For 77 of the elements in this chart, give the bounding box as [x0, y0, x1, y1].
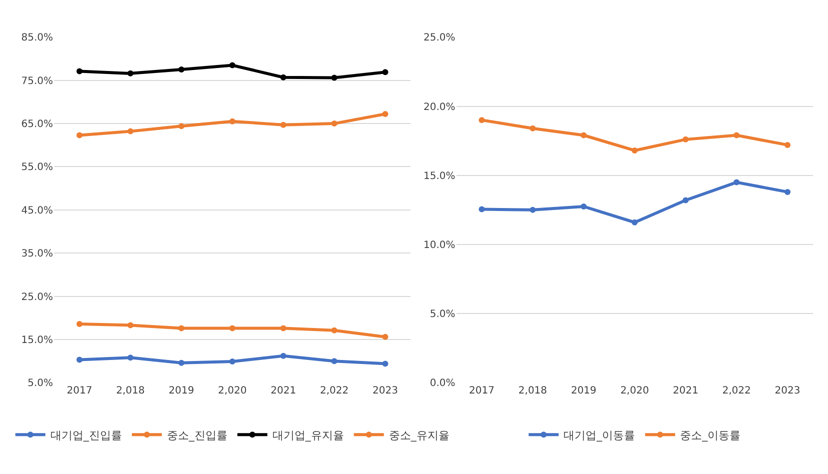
y-tick-label: 15.0%	[21, 335, 53, 346]
point	[784, 188, 791, 195]
x-tick-label: 2,018	[116, 386, 145, 397]
point	[632, 147, 638, 154]
y-tick-label: 45.0%	[21, 205, 53, 216]
point	[632, 219, 638, 226]
point	[331, 120, 338, 127]
point	[382, 334, 388, 340]
point	[682, 197, 689, 204]
point	[178, 123, 184, 130]
y-tick-label: 75.0%	[21, 76, 53, 87]
y-tick-label: 15.0%	[423, 170, 456, 182]
point	[734, 132, 740, 138]
legend-label: 중소_진입률	[166, 428, 228, 442]
x-tick-label: 2017	[66, 386, 92, 397]
point	[127, 128, 134, 134]
point	[580, 132, 587, 138]
x-tick-label: 2023	[372, 386, 398, 397]
y-tick-label: 5.0%	[430, 309, 456, 320]
point	[229, 62, 236, 68]
legend-label: 중소_이동률	[680, 428, 741, 442]
point	[382, 360, 388, 367]
point	[784, 142, 791, 148]
y-tick-label: 0.0%	[430, 378, 456, 390]
y-tick-label: 35.0%	[21, 248, 53, 260]
x-tick-label: 2019	[570, 386, 596, 397]
y-tick-label: 10.0%	[423, 240, 456, 251]
point	[382, 111, 388, 118]
y-tick-label: 5.0%	[28, 378, 53, 390]
point	[478, 206, 485, 212]
point	[178, 360, 184, 366]
point	[530, 206, 536, 213]
point	[382, 69, 388, 76]
point	[331, 358, 338, 364]
point	[178, 325, 184, 332]
point	[229, 358, 236, 365]
y-tick-label: 85.0%	[21, 32, 53, 44]
x-tick-label: 2,022	[722, 386, 751, 397]
point	[331, 327, 338, 334]
point	[127, 354, 134, 361]
point	[280, 74, 286, 80]
x-tick-label: 2023	[774, 386, 800, 397]
y-tick-label: 20.0%	[423, 102, 456, 113]
y-tick-label: 25.0%	[423, 32, 456, 44]
point	[229, 118, 236, 124]
point	[530, 125, 536, 132]
point	[580, 203, 587, 210]
point	[178, 66, 184, 73]
x-tick-label: 2,020	[218, 386, 247, 397]
x-tick-label: 2,022	[320, 386, 349, 397]
legend-label: 중소_유지율	[388, 428, 450, 442]
point	[76, 68, 82, 74]
point	[280, 325, 286, 332]
y-tick-label: 55.0%	[21, 162, 53, 174]
point	[76, 132, 82, 138]
point	[280, 352, 286, 359]
y-tick-label: 25.0%	[21, 292, 53, 303]
point	[682, 136, 689, 142]
point	[478, 117, 485, 124]
legend-label: 대기업_진입률	[50, 428, 122, 442]
x-tick-label: 2021	[270, 386, 296, 397]
point	[734, 179, 740, 186]
point	[331, 74, 338, 81]
x-tick-label: 2,020	[620, 386, 649, 397]
x-tick-label: 2021	[672, 386, 698, 397]
legend-label: 대기업_이동률	[564, 428, 636, 442]
point	[127, 70, 134, 76]
x-tick-label: 2019	[168, 386, 194, 397]
point	[76, 320, 82, 327]
legend-label: 대기업_유지율	[272, 428, 344, 442]
point	[127, 322, 134, 328]
y-tick-label: 65.0%	[21, 119, 53, 130]
point	[76, 356, 82, 363]
x-tick-label: 2,018	[518, 386, 548, 397]
point	[280, 122, 286, 128]
x-tick-label: 2017	[469, 386, 494, 397]
point	[229, 325, 236, 332]
